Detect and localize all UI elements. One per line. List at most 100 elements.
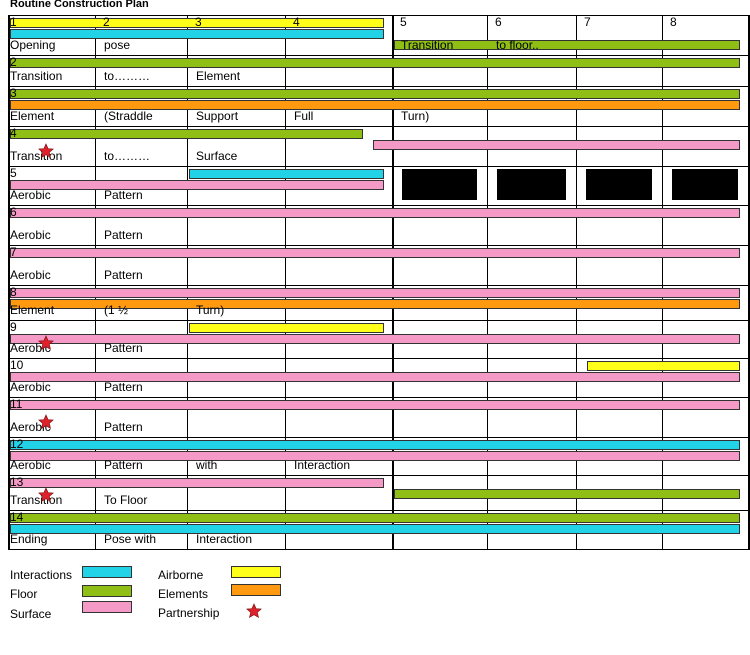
timeline-bar-floor <box>10 513 740 523</box>
cell-text: Element <box>196 69 241 83</box>
cell-text: Aerobic <box>10 188 51 202</box>
grid-hline <box>8 320 750 321</box>
row-number: 6 <box>10 205 17 219</box>
timeline-bar-interactions <box>10 524 740 534</box>
row-number: 5 <box>10 166 17 180</box>
column-number: 3 <box>195 15 202 29</box>
row-number: 13 <box>10 475 24 489</box>
row-number: 10 <box>10 358 24 372</box>
blackout-block <box>672 169 738 200</box>
row-number: 2 <box>10 55 17 69</box>
cell-text: Aerobic <box>10 268 51 282</box>
cell-text: Ending <box>10 532 48 546</box>
cell-text: Pattern <box>104 380 143 394</box>
legend-swatch-floor <box>82 585 132 597</box>
cell-text: Pattern <box>104 228 143 242</box>
cell-text: Turn) <box>401 109 430 123</box>
row-number: 11 <box>10 397 23 411</box>
timeline-bar-surface <box>10 334 740 344</box>
legend-label: Elements <box>158 587 209 601</box>
cell-text: Element <box>10 109 55 123</box>
timeline-bar-elements <box>10 299 740 309</box>
cell-text: to floor.. <box>496 38 539 52</box>
cell-text: Pattern <box>104 188 143 202</box>
timeline-bar-surface <box>10 208 740 218</box>
legend-label: Interactions <box>10 568 73 582</box>
cell-text: Aerobic <box>10 420 51 434</box>
grid-vline <box>95 15 96 549</box>
timeline-bar-surface <box>10 248 740 258</box>
cell-text: Transition <box>10 69 63 83</box>
row-number: 3 <box>10 86 17 100</box>
cell-text: Full <box>294 109 314 123</box>
blackout-block <box>586 169 652 200</box>
cell-text: Pose with <box>104 532 157 546</box>
blackout-block <box>402 169 477 200</box>
timeline-bar-airborne <box>10 18 384 28</box>
timeline-bar-interactions <box>189 169 384 179</box>
timeline-bar-floor <box>394 40 740 50</box>
timeline-bar-surface <box>10 400 740 410</box>
grid-hline <box>8 126 750 127</box>
row-number: 9 <box>10 320 17 334</box>
cell-text: Pattern <box>104 458 143 472</box>
page-title: Routine Construction Plan <box>10 0 149 10</box>
grid-hline <box>8 245 750 246</box>
column-number: 6 <box>495 15 502 29</box>
timeline-bar-airborne <box>586 361 740 371</box>
grid-hline <box>8 510 750 511</box>
legend-label: Partnership <box>158 606 220 620</box>
grid-vline <box>187 15 188 549</box>
cell-text: Transition <box>401 38 454 52</box>
cell-text: Aerobic <box>10 228 51 242</box>
cell-text: Transition <box>10 149 63 163</box>
timeline-bar-surface <box>10 478 384 488</box>
grid-hline <box>8 55 750 56</box>
column-number: 7 <box>584 15 591 29</box>
cell-text: (1 ½ <box>104 303 129 317</box>
cell-text: Turn) <box>196 303 225 317</box>
grid-vline <box>285 15 286 549</box>
timeline-bar-surface <box>10 180 384 190</box>
legend-label: Airborne <box>158 568 204 582</box>
cell-text: Aerobic <box>10 341 51 355</box>
grid-hline <box>8 358 750 359</box>
grid-vline <box>487 15 488 549</box>
partnership-star-icon <box>38 487 54 508</box>
blackout-block <box>497 169 566 200</box>
row-number: 12 <box>10 437 24 451</box>
grid-hline <box>8 166 750 167</box>
partnership-star-icon <box>38 414 54 435</box>
grid-vline <box>392 15 394 549</box>
cell-text: Interaction <box>294 458 351 472</box>
timeline-bar-floor <box>10 129 363 139</box>
timeline-bar-surface <box>10 451 740 461</box>
cell-text: Pattern <box>104 420 143 434</box>
timeline-bar-floor <box>394 489 740 499</box>
cell-text: Support <box>196 109 239 123</box>
column-number: 2 <box>103 15 110 29</box>
legend-label: Surface <box>10 607 52 621</box>
cell-text: Interaction <box>196 532 253 546</box>
column-number: 8 <box>670 15 677 29</box>
legend-label: Floor <box>10 587 38 601</box>
legend-swatch-interactions <box>82 566 132 578</box>
cell-text: Pattern <box>104 268 143 282</box>
column-number: 1 <box>10 15 17 29</box>
grid-hline <box>8 437 750 438</box>
grid-hline <box>8 15 750 16</box>
partnership-star-icon <box>246 603 262 624</box>
grid-hline <box>8 549 750 550</box>
timeline-bar-airborne <box>189 323 384 333</box>
partnership-star-icon <box>38 335 54 356</box>
cell-text: Element <box>10 303 55 317</box>
column-number: 4 <box>293 15 300 29</box>
cell-text: Pattern <box>104 341 143 355</box>
cell-text: To Floor <box>104 493 148 507</box>
cell-text: Surface <box>196 149 238 163</box>
legend-swatch-airborne <box>231 566 281 578</box>
legend-swatch-elements <box>231 584 281 596</box>
cell-text: to……… <box>104 149 151 163</box>
grid-vline <box>748 15 750 549</box>
timeline-bar-floor <box>10 89 740 99</box>
